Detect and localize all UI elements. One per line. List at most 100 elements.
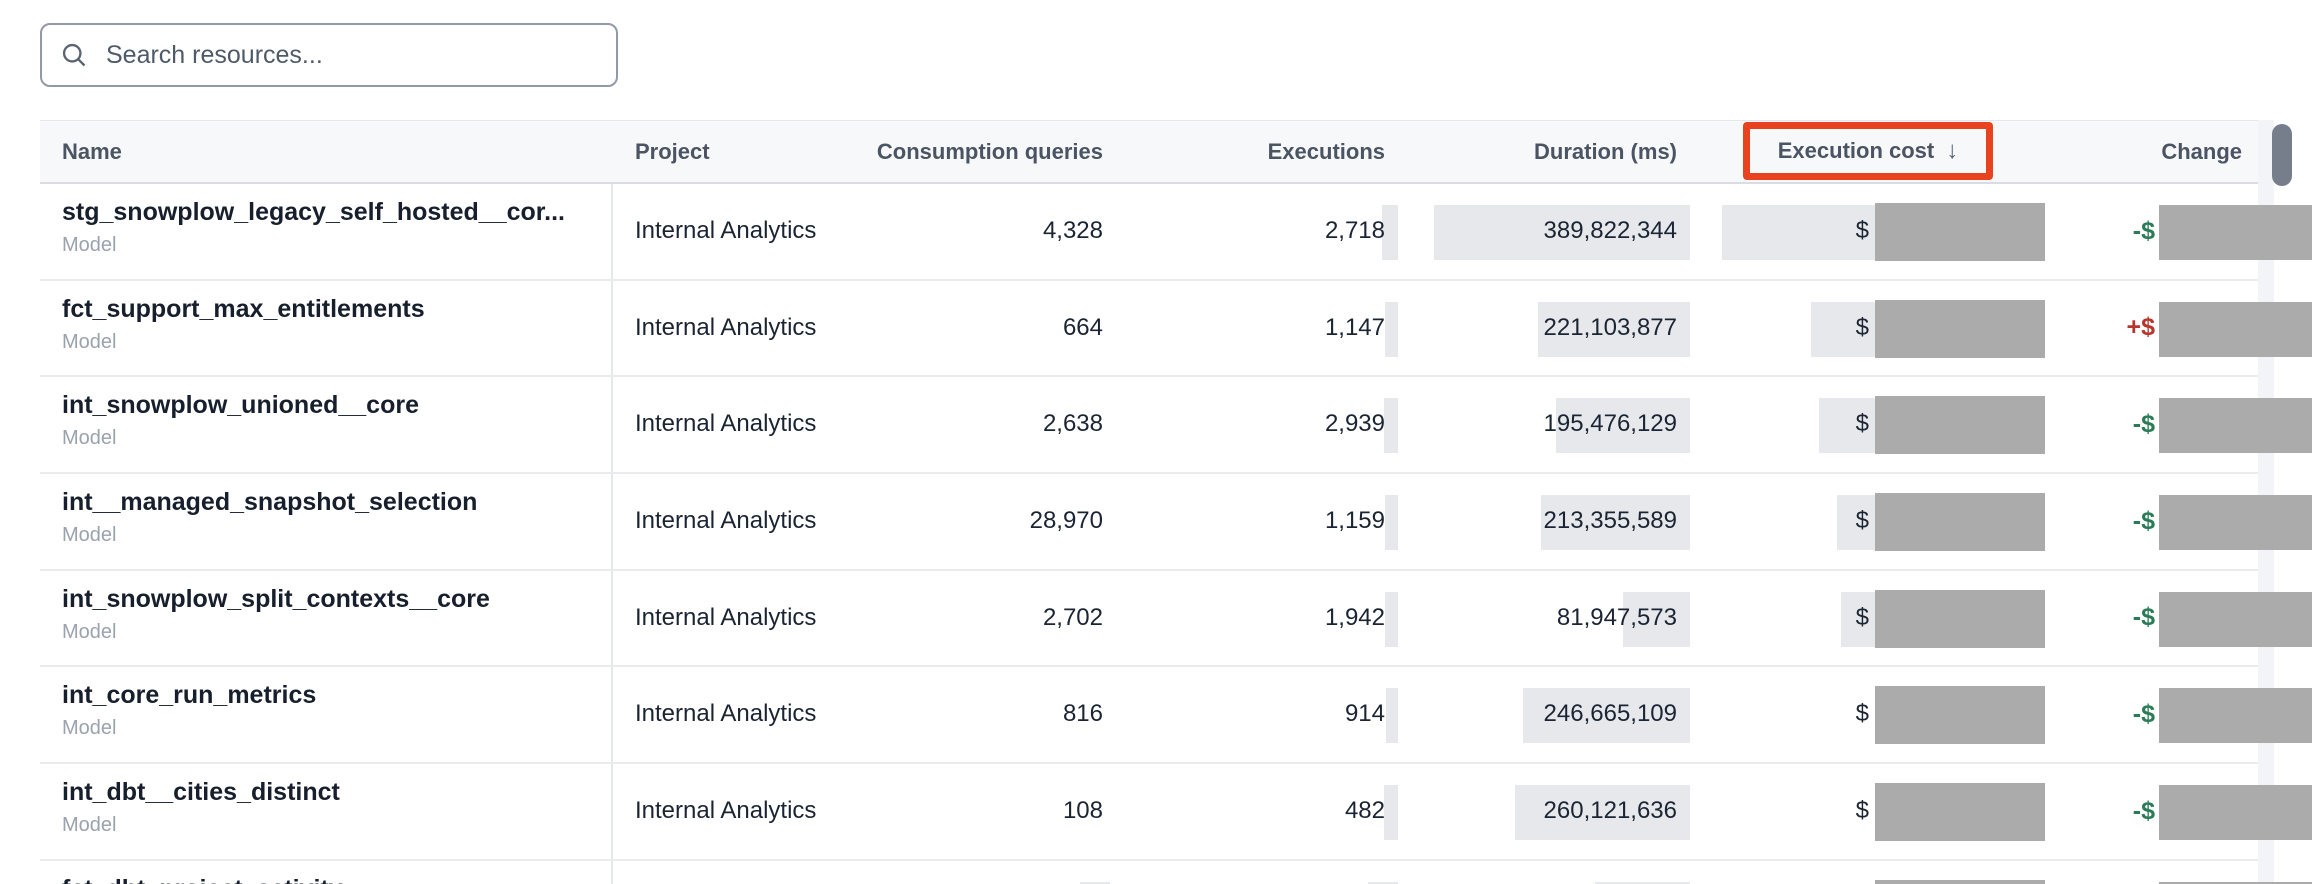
execution-cost-cell: $ (1690, 667, 2045, 761)
table-row[interactable]: int_dbt__cities_distinct Model Internal … (40, 764, 2312, 861)
executions-value: 2,718 (1324, 217, 1385, 244)
cost-currency-prefix: $ (1855, 700, 1869, 728)
executions-value: 482 (1344, 797, 1385, 825)
duration-bar (1434, 205, 1690, 260)
executions-cell: 1,159 (1110, 474, 1398, 568)
table-row[interactable]: fct_support_max_entitlements Model Inter… (40, 281, 2312, 378)
execution-cost-cell: $ (1690, 377, 2045, 471)
change-cell: -$ (2045, 377, 2312, 471)
resource-type: Model (62, 234, 117, 256)
duration-value: 260,121,636 (1543, 797, 1677, 825)
cost-currency-prefix: $ (1855, 217, 1869, 244)
redacted-change-block (2159, 398, 2312, 454)
column-header-executions[interactable]: Executions (1267, 139, 1385, 164)
name-cell: fct_support_max_entitlements Model (40, 281, 611, 375)
redacted-change-block (2159, 785, 2312, 841)
table-row[interactable]: int_snowplow_split_contexts__core Model … (40, 571, 2312, 668)
column-header-project[interactable]: Project (635, 139, 710, 164)
executions-bar (1385, 301, 1398, 357)
duration-cell: 81,947,573 (1398, 571, 1690, 665)
name-cell: int_snowplow_unioned__core Model (40, 377, 611, 471)
executions-cell: 914 (1110, 667, 1398, 761)
duration-bar (1595, 881, 1690, 884)
column-header-execution-cost[interactable]: Execution cost ↓ (1690, 121, 2045, 183)
table-row[interactable]: stg_snowplow_legacy_self_hosted__cor... … (40, 184, 2312, 281)
redacted-cost-block (1875, 396, 2045, 455)
duration-value: 246,665,109 (1543, 700, 1677, 728)
resource-type: Model (62, 427, 117, 450)
resource-name[interactable]: int_core_run_metrics (62, 681, 317, 710)
executions-bar (1382, 205, 1398, 260)
redacted-change-block (2159, 591, 2312, 647)
duration-cell: 213,355,589 (1398, 474, 1690, 568)
duration-cell: 260,121,636 (1398, 764, 1690, 858)
project-cell: Internal Analytics (611, 571, 880, 665)
execution-cost-cell: $ (1690, 281, 2045, 375)
name-cell: fct_dbt_project_activity Model (40, 861, 611, 884)
executions-bar (1384, 785, 1398, 841)
consumption-queries-cell (880, 861, 1110, 884)
executions-value: 1,147 (1324, 313, 1385, 341)
project-cell: Internal Analytics (611, 377, 880, 471)
duration-value: 195,476,129 (1543, 410, 1677, 438)
consumption-queries-value: 664 (1062, 313, 1103, 341)
table-row[interactable]: fct_dbt_project_activity Model Internal … (40, 861, 2312, 884)
executions-bar (1385, 495, 1398, 551)
execution-cost-cell: $ (1690, 474, 2045, 568)
duration-bar (1515, 785, 1690, 841)
consumption-queries-cell: 2,702 (880, 571, 1110, 665)
search-input[interactable] (104, 39, 598, 71)
resource-type: Model (62, 717, 117, 740)
column-header-change[interactable]: Change (2161, 139, 2242, 164)
resource-name[interactable]: fct_dbt_project_activity (62, 875, 611, 884)
redacted-cost-block (1875, 686, 2045, 745)
executions-value: 1,159 (1324, 507, 1385, 535)
change-cell: -$ (2045, 667, 2312, 761)
resource-name[interactable]: stg_snowplow_legacy_self_hosted__cor... (62, 198, 565, 226)
table-header: Name Project Consumption queries Executi… (40, 120, 2259, 184)
consumption-queries-cell: 816 (880, 667, 1110, 761)
resource-name[interactable]: int_snowplow_split_contexts__core (62, 584, 490, 613)
table-row[interactable]: int__managed_snapshot_selection Model In… (40, 474, 2312, 571)
executions-bar (1385, 591, 1398, 647)
column-header-name[interactable]: Name (62, 139, 122, 164)
duration-value: 213,355,589 (1543, 507, 1677, 535)
scrollbar-thumb[interactable] (2272, 124, 2292, 186)
duration-cell: 195,476,129 (1398, 377, 1690, 471)
executions-cell (1110, 861, 1398, 884)
project-value: Internal Analytics (635, 700, 817, 728)
duration-value: 389,822,344 (1543, 217, 1677, 244)
resource-name[interactable]: fct_support_max_entitlements (62, 294, 425, 323)
redacted-cost-block (1875, 299, 2045, 358)
executions-cell: 1,147 (1110, 281, 1398, 375)
cost-currency-prefix: $ (1855, 797, 1869, 825)
executions-value: 1,942 (1324, 603, 1385, 631)
execution-cost-cell: $ (1690, 764, 2045, 858)
change-cell: -$ (2045, 571, 2312, 665)
execution-cost-cell: $ (1690, 184, 2045, 278)
duration-cell (1398, 861, 1690, 884)
search-icon (62, 43, 86, 67)
change-sign: -$ (2132, 796, 2155, 825)
change-cell: -$ (2045, 764, 2312, 858)
project-cell: Internal Analytics (611, 281, 880, 375)
resource-name[interactable]: int__managed_snapshot_selection (62, 488, 478, 517)
column-header-consumption-queries[interactable]: Consumption queries (876, 139, 1103, 164)
table-row[interactable]: int_snowplow_unioned__core Model Interna… (40, 377, 2312, 475)
change-cell: +$ (2045, 281, 2312, 375)
column-header-duration[interactable]: Duration (ms) (1534, 139, 1677, 164)
consumption-queries-value: 28,970 (1029, 507, 1103, 535)
change-sign: -$ (2132, 506, 2155, 535)
resource-name[interactable]: int_snowplow_unioned__core (62, 391, 419, 420)
redacted-cost-block (1875, 203, 2045, 261)
executions-cell: 1,942 (1110, 571, 1398, 665)
redacted-change-block (2159, 495, 2312, 551)
resource-name[interactable]: int_dbt__cities_distinct (62, 778, 340, 807)
table-row[interactable]: int_core_run_metrics Model Internal Anal… (40, 667, 2312, 765)
search-box[interactable] (40, 23, 618, 87)
project-cell: Internal Analytics (611, 764, 880, 858)
redacted-change-block (2159, 881, 2312, 884)
name-cell: int__managed_snapshot_selection Model (40, 474, 611, 568)
consumption-queries-value: 816 (1062, 700, 1103, 728)
project-cell: Internal Analytics (611, 474, 880, 568)
